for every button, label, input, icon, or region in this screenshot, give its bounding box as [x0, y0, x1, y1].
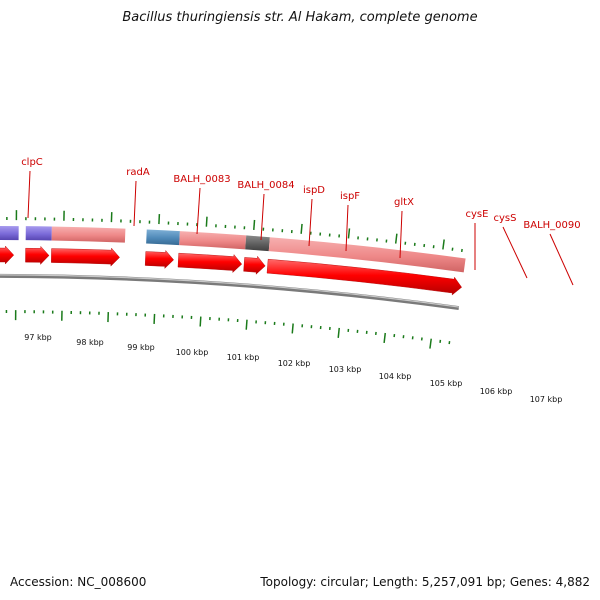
gene-feature	[268, 237, 466, 273]
gene-label-gltX: gltX	[394, 197, 414, 208]
cds-arrow	[144, 249, 174, 269]
gene-label-radA: radA	[126, 167, 150, 178]
outer-tick	[394, 233, 398, 244]
kbp-label: 98 kbp	[76, 338, 104, 347]
outer-tick	[442, 239, 445, 250]
label-leader-line	[196, 187, 201, 235]
gene-feature	[0, 226, 19, 241]
outer-tick	[347, 228, 351, 239]
outer-tick	[300, 223, 303, 234]
gene-label-clpC: clpC	[21, 157, 43, 168]
label-leader-line	[502, 226, 528, 279]
inner-tick	[291, 323, 294, 334]
inner-tick	[383, 332, 387, 344]
gene-feature	[51, 226, 126, 243]
cds-arrow	[243, 255, 266, 275]
label-leader-line	[345, 204, 349, 252]
cds-track	[0, 245, 462, 296]
inner-tick	[429, 338, 432, 349]
backbone-line	[0, 274, 460, 311]
outer-tick	[205, 216, 208, 227]
kbp-label: 101 kbp	[227, 353, 260, 362]
feature-track	[0, 226, 466, 273]
gene-feature	[179, 231, 247, 250]
kbp-label: 100 kbp	[176, 348, 209, 357]
kbp-label: 102 kbp	[278, 359, 311, 368]
map-title: Bacillus thuringiensis str. Al Hakam, co…	[122, 10, 478, 25]
gene-label-ispD: ispD	[303, 185, 325, 196]
genome-summary-text: Topology: circular; Length: 5,257,091 bp…	[260, 575, 590, 589]
cds-arrow	[25, 245, 50, 265]
gene-label-BALH_0090: BALH_0090	[523, 220, 580, 231]
kbp-label: 106 kbp	[480, 387, 513, 396]
gene-label-BALH_0084: BALH_0084	[237, 180, 294, 191]
outer-tick-marks	[6, 210, 463, 253]
inner-tick	[337, 327, 340, 338]
label-leader-line	[308, 198, 313, 247]
gene-feature	[245, 235, 270, 252]
gene-label-BALH_0083: BALH_0083	[173, 174, 230, 185]
kbp-label: 103 kbp	[329, 365, 362, 374]
genome-backbone	[0, 274, 460, 311]
gene-labels: clpC radA BALH_0083 BALH_0084 ispD ispF gltX cy…	[21, 157, 581, 286]
label-leader-line	[133, 180, 137, 227]
kbp-label: 104 kbp	[379, 372, 412, 381]
backbone-highlight	[0, 274, 459, 308]
inner-tick-marks	[5, 310, 451, 349]
gene-label-ispF: ispF	[340, 191, 360, 202]
kbp-labels: 97 kbp 98 kbp 99 kbp 100 kbp 101 kbp 102 kbp 1…	[24, 333, 562, 404]
inner-tick	[199, 316, 202, 327]
cds-arrow	[266, 258, 462, 296]
label-leader-line	[260, 193, 265, 241]
kbp-label: 97 kbp	[24, 333, 52, 342]
inner-tick	[245, 319, 248, 330]
gene-feature	[146, 229, 180, 246]
gene-label-cysE: cysE	[466, 209, 489, 220]
cds-arrow	[177, 252, 243, 274]
label-leader-line	[399, 210, 403, 259]
gene-feature	[25, 226, 52, 241]
gene-label-cysS: cysS	[494, 213, 517, 224]
kbp-label: 105 kbp	[430, 379, 463, 388]
cds-arrow	[51, 247, 120, 267]
accession-text: Accession: NC_008600	[10, 575, 147, 589]
cds-arrow	[0, 245, 15, 265]
kbp-label: 99 kbp	[127, 343, 155, 352]
label-leader-line	[549, 233, 574, 286]
label-leader-line	[27, 170, 31, 219]
outer-tick	[253, 219, 256, 231]
kbp-label: 107 kbp	[530, 395, 563, 404]
